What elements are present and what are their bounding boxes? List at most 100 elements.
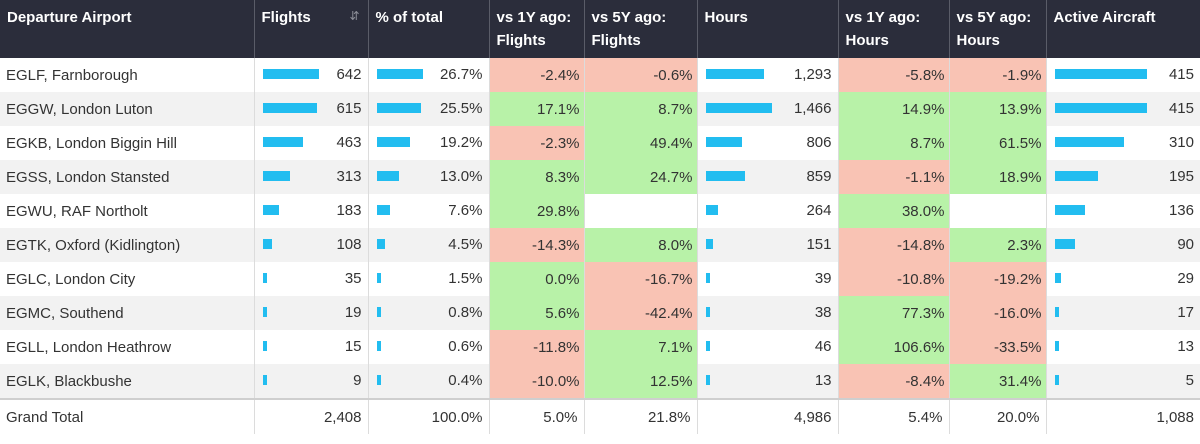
pct-total-bar (376, 137, 410, 147)
header-hours[interactable]: Hours (697, 0, 839, 58)
aircraft-bar (1054, 69, 1147, 79)
flights-cell: 642 (254, 58, 369, 92)
pct-total-bar (376, 205, 390, 215)
hours-cell: 264 (697, 194, 839, 228)
pct-total-value: 4.5% (448, 236, 483, 253)
pct-total-cell: 0.4% (368, 364, 490, 399)
flights-value: 108 (336, 236, 362, 253)
vs1y-flights-cell: 29.8% (489, 194, 585, 228)
hours-value: 1,293 (793, 66, 832, 83)
header-departure-airport[interactable]: Departure Airport (0, 0, 255, 58)
aircraft-cell: 13 (1046, 330, 1200, 364)
header-vs1y-flights[interactable]: vs 1Y ago: Flights (489, 0, 585, 58)
header-line: Flights (591, 32, 641, 49)
pct-total-bar (376, 239, 385, 249)
table-row[interactable]: EGTK, Oxford (Kidlington) 108 4.5% -14.3% 8.… (0, 228, 1200, 262)
vs1y-hours-cell: 106.6% (838, 330, 950, 364)
pct-total-value: 19.2% (439, 134, 483, 151)
airport-name: EGSS, London Stansted (0, 160, 255, 194)
total-flights: 2,408 (254, 398, 369, 434)
total-pct: 100.0% (368, 398, 490, 434)
flights-cell: 9 (254, 364, 369, 399)
flights-value: 313 (336, 168, 362, 185)
table-row[interactable]: EGLF, Farnborough 642 26.7% -2.4% -0.6% 1,293… (0, 58, 1200, 92)
aircraft-value: 5 (1185, 372, 1194, 389)
airport-name: EGWU, RAF Northolt (0, 194, 255, 228)
pct-total-cell: 26.7% (368, 58, 490, 92)
flights-bar (262, 171, 290, 181)
hours-value: 46 (814, 338, 832, 355)
total-label: Grand Total (0, 398, 255, 434)
vs1y-hours-cell: 77.3% (838, 296, 950, 330)
flights-value: 642 (336, 66, 362, 83)
flights-bar (262, 307, 267, 317)
header-vs1y-hours[interactable]: vs 1Y ago: Hours (838, 0, 950, 58)
vs1y-hours-cell: -14.8% (838, 228, 950, 262)
header-vs5y-flights[interactable]: vs 5Y ago: Flights (584, 0, 698, 58)
aircraft-cell: 17 (1046, 296, 1200, 330)
vs5y-hours-cell: -16.0% (949, 296, 1047, 330)
header-pct-total[interactable]: % of total (368, 0, 490, 58)
flights-bar (262, 341, 267, 351)
vs5y-hours-cell: -1.9% (949, 58, 1047, 92)
table-body: EGLF, Farnborough 642 26.7% -2.4% -0.6% 1,293… (0, 58, 1200, 399)
total-vs5y-hours: 20.0% (949, 398, 1047, 434)
pct-total-cell: 0.6% (368, 330, 490, 364)
pct-total-value: 13.0% (439, 168, 483, 185)
vs1y-flights-cell: 5.6% (489, 296, 585, 330)
aircraft-bar (1054, 375, 1059, 385)
pct-total-bar (376, 171, 399, 181)
airport-name: EGKB, London Biggin Hill (0, 126, 255, 160)
vs5y-hours-cell: -19.2% (949, 262, 1047, 296)
header-row: Departure Airport Flights ⇵ % of total vs… (0, 0, 1200, 58)
hours-cell: 1,466 (697, 92, 839, 126)
aircraft-bar (1054, 171, 1098, 181)
hours-bar (705, 273, 710, 283)
hours-cell: 13 (697, 364, 839, 399)
flights-cell: 463 (254, 126, 369, 160)
vs1y-flights-cell: -11.8% (489, 330, 585, 364)
flights-bar (262, 69, 319, 79)
header-flights[interactable]: Flights ⇵ (254, 0, 369, 58)
vs1y-hours-cell: -1.1% (838, 160, 950, 194)
aircraft-cell: 415 (1046, 58, 1200, 92)
table-row[interactable]: EGLL, London Heathrow 15 0.6% -11.8% 7.1% 46 1… (0, 330, 1200, 364)
header-vs5y-hours[interactable]: vs 5Y ago: Hours (949, 0, 1047, 58)
flights-value: 19 (344, 304, 362, 321)
vs5y-flights-cell: -42.4% (584, 296, 698, 330)
header-active-aircraft[interactable]: Active Aircraft (1046, 0, 1200, 58)
table-row[interactable]: EGLC, London City 35 1.5% 0.0% -16.7% 39 -10.8… (0, 262, 1200, 296)
table-row[interactable]: EGSS, London Stansted 313 13.0% 8.3% 24.7% 85… (0, 160, 1200, 194)
vs1y-flights-cell: -2.4% (489, 58, 585, 92)
hours-cell: 46 (697, 330, 839, 364)
hours-bar (705, 171, 745, 181)
vs5y-flights-cell: 8.0% (584, 228, 698, 262)
vs5y-hours-cell: 61.5% (949, 126, 1047, 160)
pct-total-cell: 25.5% (368, 92, 490, 126)
pct-total-bar (376, 307, 381, 317)
total-vs1y-hours: 5.4% (838, 398, 950, 434)
aircraft-value: 310 (1168, 134, 1194, 151)
airport-name: EGMC, Southend (0, 296, 255, 330)
sort-icon[interactable]: ⇵ (349, 9, 360, 23)
vs1y-hours-cell: -5.8% (838, 58, 950, 92)
flights-cell: 313 (254, 160, 369, 194)
vs5y-flights-cell: 12.5% (584, 364, 698, 399)
vs1y-flights-cell: -2.3% (489, 126, 585, 160)
pct-total-cell: 13.0% (368, 160, 490, 194)
vs5y-flights-cell: 49.4% (584, 126, 698, 160)
table-row[interactable]: EGMC, Southend 19 0.8% 5.6% -42.4% 38 77.3% -16… (0, 296, 1200, 330)
hours-cell: 151 (697, 228, 839, 262)
vs1y-hours-cell: 38.0% (838, 194, 950, 228)
vs5y-flights-cell: 24.7% (584, 160, 698, 194)
aircraft-cell: 90 (1046, 228, 1200, 262)
table-row[interactable]: EGGW, London Luton 615 25.5% 17.1% 8.7% 1,466… (0, 92, 1200, 126)
hours-bar (705, 307, 710, 317)
table-row[interactable]: EGKB, London Biggin Hill 463 19.2% -2.3% 49.… (0, 126, 1200, 160)
flights-cell: 15 (254, 330, 369, 364)
table-row[interactable]: EGWU, RAF Northolt 183 7.6% 29.8% 264 38.0% 13… (0, 194, 1200, 228)
table-row[interactable]: EGLK, Blackbushe 9 0.4% -10.0% 12.5% 13 -8.4% 3… (0, 364, 1200, 399)
vs1y-flights-cell: -10.0% (489, 364, 585, 399)
total-vs5y-flights: 21.8% (584, 398, 698, 434)
pct-total-value: 25.5% (439, 100, 483, 117)
